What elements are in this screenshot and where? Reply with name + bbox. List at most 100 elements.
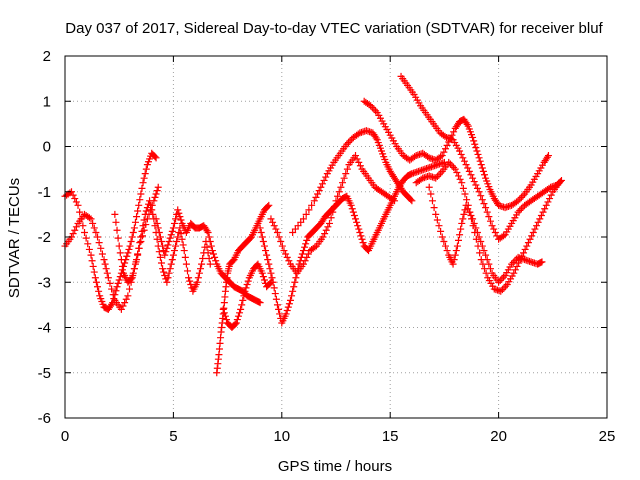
data-point [509,258,517,266]
data-point [113,226,121,234]
data-point [234,312,242,320]
data-point [479,167,487,175]
x-tick-label: 25 [599,428,616,445]
data-point [269,218,277,226]
data-point [167,231,175,239]
data-point [71,226,79,234]
y-tick-label: -3 [38,274,51,291]
data-point [301,243,309,251]
data-point [334,192,342,200]
data-point [502,282,510,290]
data-point [358,235,366,243]
data-point [258,233,266,241]
data-point [259,238,267,246]
data-point [462,201,470,209]
data-point [127,238,135,246]
data-point [85,214,93,222]
data-point [303,236,311,244]
data-point [114,279,122,287]
data-point [299,215,307,223]
data-point [464,164,472,172]
data-point [154,224,162,232]
data-point [491,228,499,236]
data-point [82,234,90,242]
data-point [327,214,335,222]
data-point [162,248,170,256]
data-point [533,222,541,230]
data-point [165,269,173,277]
data-point [531,225,539,233]
data-point [175,209,183,217]
data-point [458,219,466,227]
data-point [242,284,250,292]
data-point [450,256,458,264]
data-point [125,285,133,293]
data-point [321,230,329,238]
data-point [517,205,525,213]
data-point [291,278,299,286]
data-point [236,309,244,317]
data-point [473,228,481,236]
data-point [314,190,322,198]
data-point [220,309,228,317]
y-tick-label: -6 [38,410,51,427]
data-point [122,295,130,303]
data-point [141,170,149,178]
data-point [268,274,276,282]
data-point [480,200,488,208]
series-track-8 [267,152,399,277]
data-point [108,285,116,293]
data-point [90,224,98,232]
data-point [265,260,273,268]
x-tick-label: 10 [273,428,290,445]
data-point [174,233,182,241]
data-point [516,206,524,214]
data-point [467,212,475,220]
data-point [450,163,458,171]
data-point [497,287,505,295]
data-point [153,187,161,195]
data-point [541,205,549,213]
data-point [523,242,531,250]
data-point [106,279,114,287]
data-point [514,197,522,205]
data-point [517,193,525,201]
data-point [244,277,252,285]
data-point [223,316,231,324]
data-point [428,197,436,205]
data-point [472,224,480,232]
data-point [275,305,283,313]
data-point [243,281,251,289]
y-tick-label: -4 [38,320,51,337]
data-point [164,241,172,249]
data-point [461,190,469,198]
data-point [456,175,464,183]
data-point [148,206,156,214]
data-point [500,284,508,292]
data-point [92,228,100,236]
data-point [198,260,206,268]
data-point [139,179,147,187]
data-point [355,158,363,166]
data-point [486,217,494,225]
data-point [71,195,79,203]
data-point [91,274,99,282]
data-point [459,184,467,192]
data-point [273,228,281,236]
chart-title: Day 037 of 2017, Sidereal Day-to-day VTE… [65,20,603,37]
data-point [195,269,203,277]
data-point [519,192,527,200]
data-point [353,155,361,163]
data-point [264,202,272,210]
data-point [136,196,144,204]
data-point [486,265,494,273]
data-point [92,278,100,286]
data-point [456,147,464,155]
series-track-13 [425,183,546,286]
data-point [152,215,160,223]
data-point [257,228,265,236]
data-point [482,251,490,259]
data-point [193,278,201,286]
data-point [312,193,320,201]
data-point [210,250,218,258]
